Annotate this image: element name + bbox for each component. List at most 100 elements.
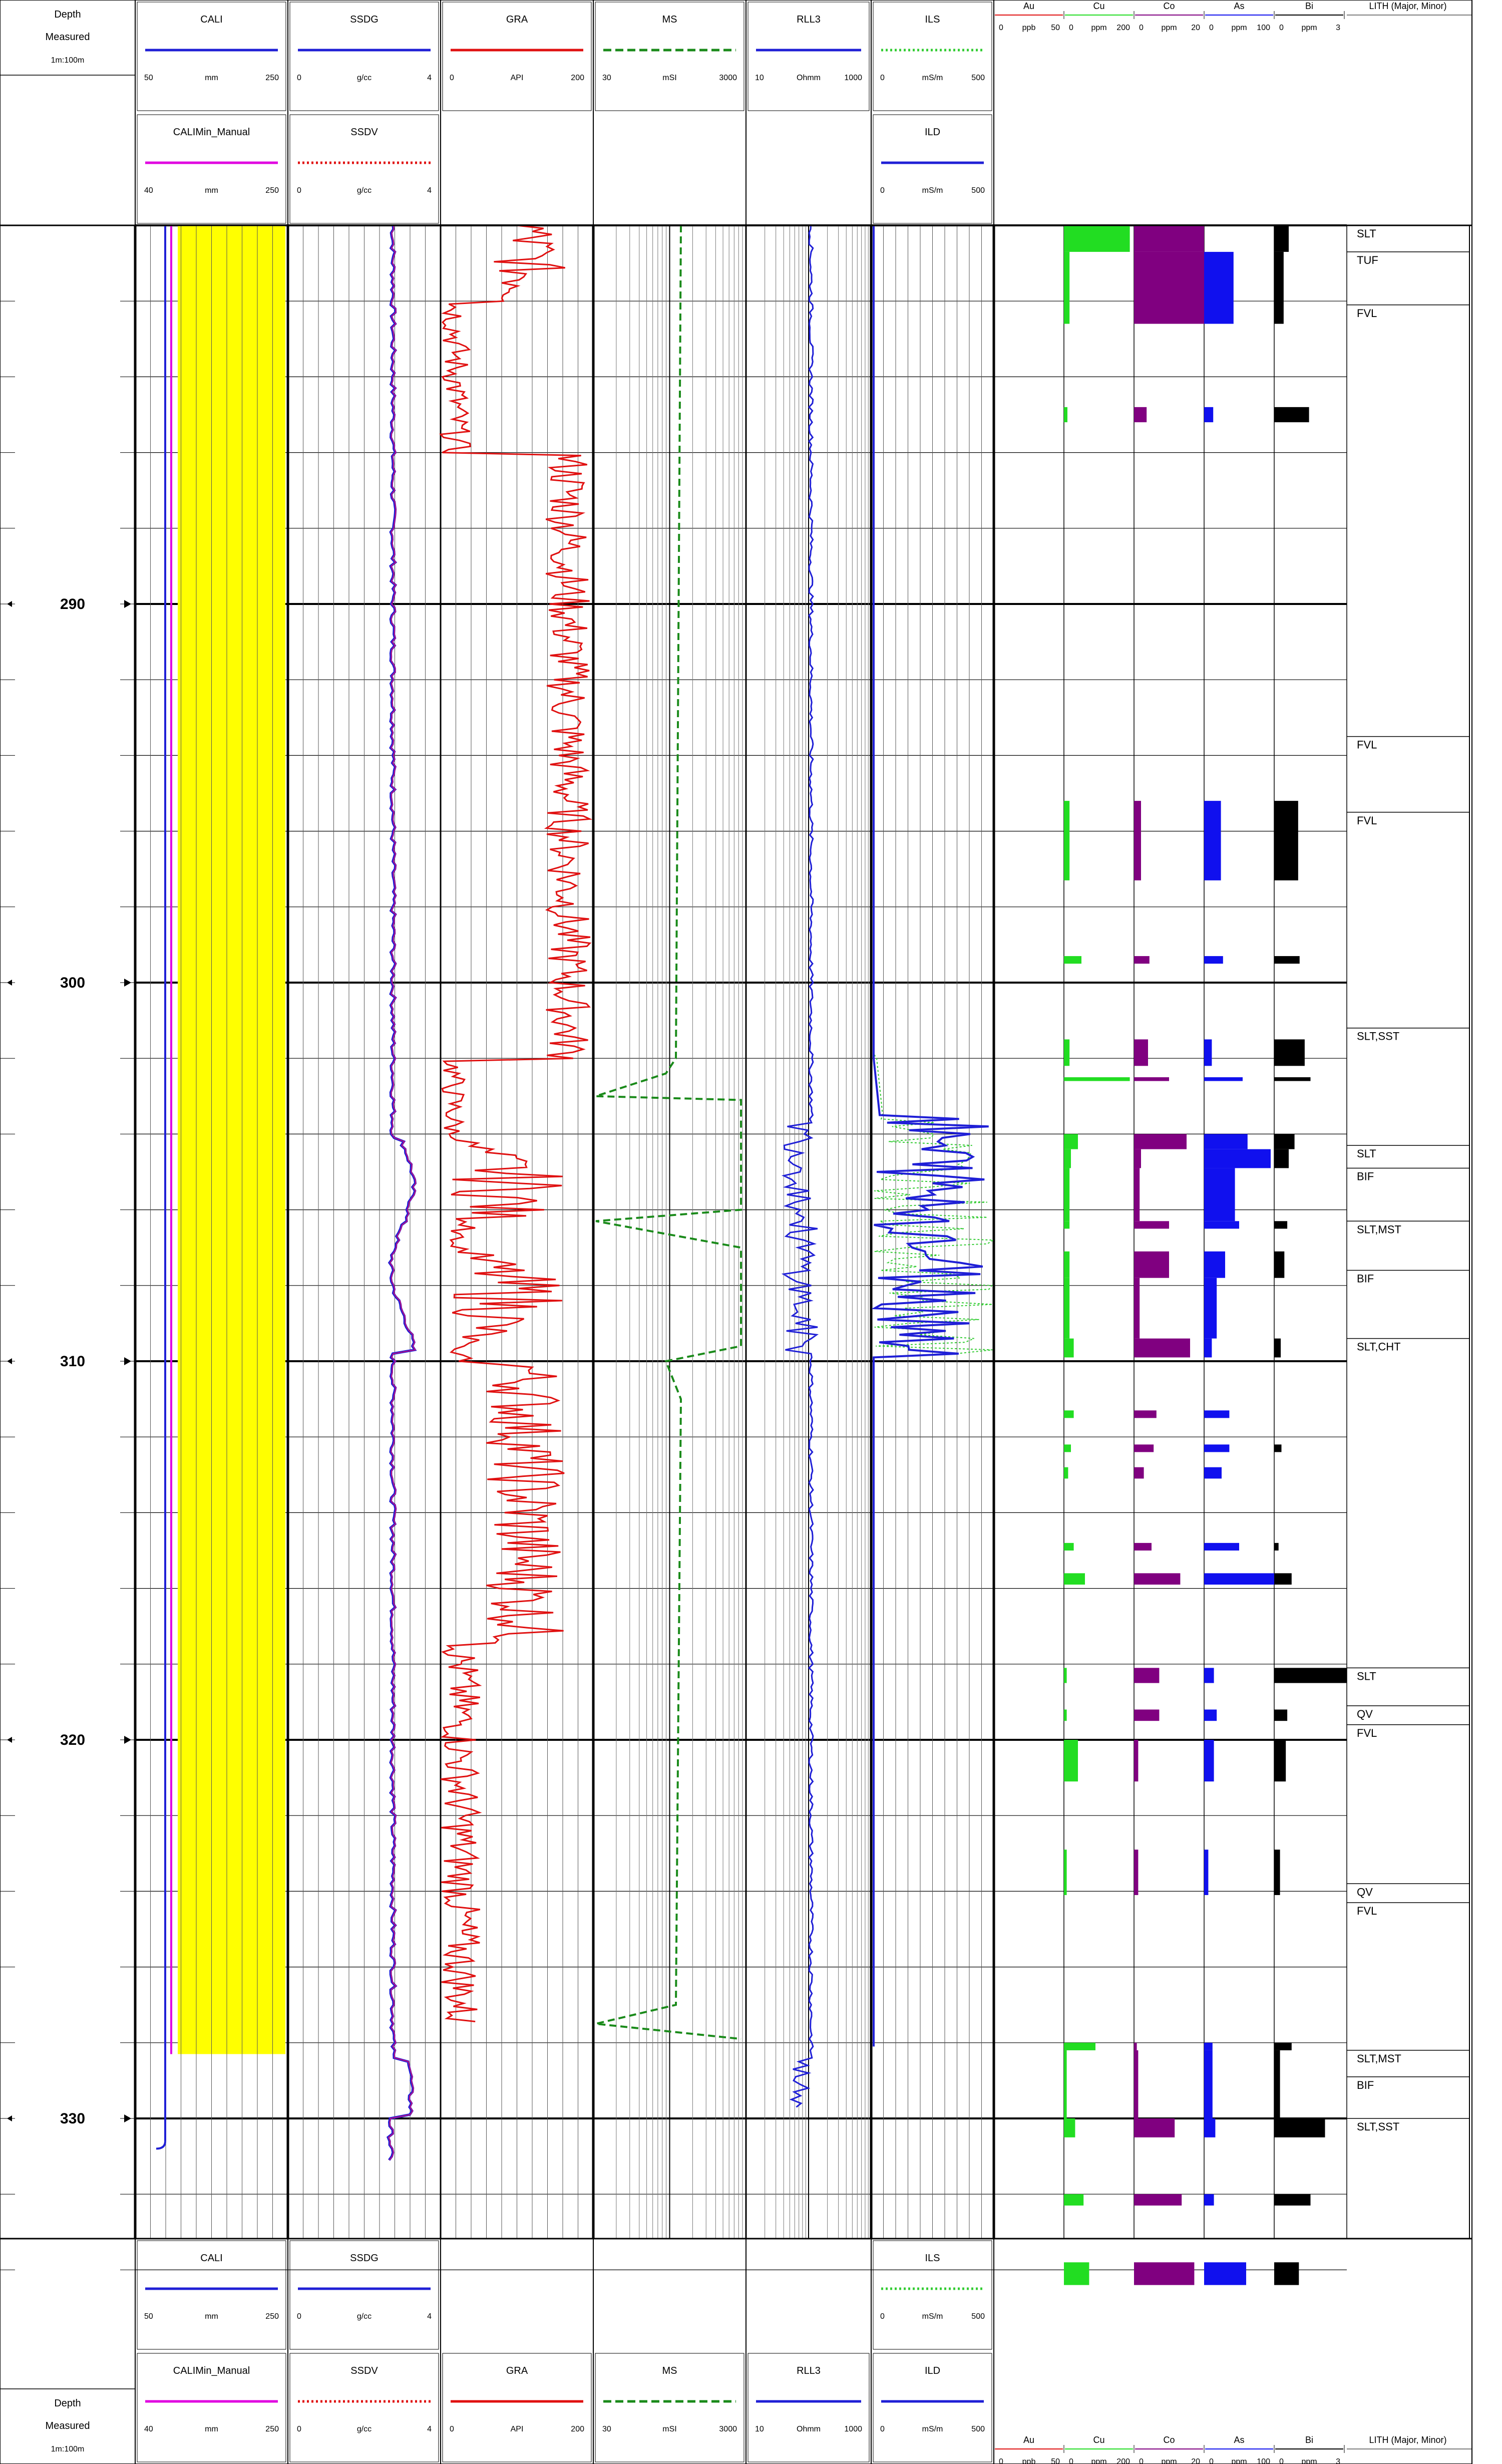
curve-max: 3000 (719, 74, 737, 82)
assay-bar-cu (1064, 2042, 1095, 2050)
assay-bar-cu (1064, 407, 1067, 423)
assay-max: 20 (1191, 2457, 1200, 2464)
curve-name: ILD (925, 127, 940, 138)
assay-bar-as (1204, 956, 1223, 964)
assay-bar-as (1204, 2050, 1213, 2118)
assay-min: 0 (999, 2457, 1003, 2464)
assay-bar-co (1134, 407, 1147, 423)
lith-label: TUF (1357, 254, 1378, 266)
assay-name: Au (1023, 1, 1034, 11)
curve-header-box (442, 2353, 592, 2462)
assay-bar-bi (1274, 2118, 1325, 2137)
curve-min: 0 (450, 74, 454, 82)
assay-bar-bi (1274, 956, 1300, 964)
assay-bar-cu (1064, 801, 1070, 880)
assay-max: 200 (1116, 24, 1130, 32)
assay-bar-as (1204, 1410, 1230, 1418)
depth-title: Depth (54, 9, 81, 20)
assay-bar-cu (1064, 1221, 1070, 1229)
curve-name: MS (662, 14, 677, 25)
assay-bar-as (1204, 1134, 1248, 1149)
assay-bar-cu (1064, 1543, 1074, 1551)
assay-bar-co (1134, 225, 1204, 252)
depth-column: 290 300 310 320 330 (0, 225, 135, 2270)
depth-marker-right (124, 1736, 131, 1744)
lith-title: LITH (Major, Minor) (1369, 2435, 1446, 2445)
curve-max: 250 (265, 2425, 279, 2433)
curve-header-box (595, 2, 744, 111)
assay-bar-bi (1274, 1077, 1311, 1081)
assay-bar-as (1204, 1077, 1243, 1081)
depth-header-box (0, 0, 136, 76)
assay-max: 20 (1191, 24, 1200, 32)
curve-header-box (747, 2353, 870, 2462)
assay-min: 0 (1279, 2457, 1284, 2464)
curve-max: 4 (427, 2425, 432, 2433)
assay-bar-cu (1064, 1740, 1078, 1782)
ms-curve (595, 225, 742, 2040)
lith-label: SLT (1357, 1147, 1376, 1160)
depth-marker-right (124, 2114, 131, 2122)
depth-sub: Measured (46, 2420, 90, 2431)
assay-bar-cu (1064, 2194, 1084, 2206)
curve-unit: mSI (662, 74, 676, 82)
assay-bar-as (1204, 1850, 1209, 1895)
assay-max: 50 (1051, 2457, 1060, 2464)
assay-bar-co (1134, 1077, 1169, 1081)
curve-unit: mm (205, 186, 218, 195)
depth-marker-right (124, 600, 131, 608)
assay-bar-bi (1274, 2194, 1311, 2206)
curve-unit: g/cc (357, 74, 371, 82)
assay-bar-bi (1274, 1668, 1347, 1683)
curve-min: 0 (297, 2425, 301, 2433)
depth-marker-left (7, 2115, 12, 2121)
assay-bar-bi (1274, 1338, 1281, 1358)
lith-label: SLT,CHT (1357, 1341, 1401, 1353)
curve-header-box (873, 2353, 992, 2462)
assay-name: Au (1023, 2435, 1034, 2445)
assay-bar-bi (1274, 2050, 1280, 2118)
curve-min: 0 (450, 2425, 454, 2433)
assay-bar-cu (1064, 1338, 1074, 1358)
assay-bar-cu (1064, 2262, 1089, 2285)
assay-bar-as (1204, 1278, 1217, 1339)
curve-min: 0 (880, 2425, 885, 2433)
assay-bar-cu (1064, 1134, 1078, 1149)
curve-header-box (873, 2, 992, 111)
assay-bar-co (1134, 1039, 1148, 1066)
curve-max: 500 (971, 2425, 985, 2433)
assay-bar-as (1204, 1543, 1239, 1551)
caliper-fill (178, 225, 285, 2054)
curve-max: 200 (571, 74, 584, 82)
assay-bar-bi (1274, 225, 1289, 252)
assay-bar-co (1134, 1278, 1140, 1339)
assay-bar-bi (1274, 1573, 1292, 1585)
assay-bar-co (1134, 956, 1150, 964)
assay-bar-as (1204, 1251, 1225, 1278)
assay-max: 100 (1257, 24, 1270, 32)
curve-min: 40 (144, 2425, 153, 2433)
assay-bar-bi (1274, 2262, 1299, 2285)
depth-marker-right (124, 979, 131, 987)
curve-unit: mS/m (922, 2425, 943, 2433)
assay-bar-bi (1274, 1134, 1295, 1149)
assay-bar-bi (1274, 1850, 1280, 1895)
curve-min: 30 (602, 74, 611, 82)
assay-bar-bi (1274, 407, 1309, 423)
assay-bar-cu (1064, 1149, 1071, 1168)
assay-bar-co (1134, 1134, 1187, 1149)
curve-name: MS (662, 2365, 677, 2376)
assay-bar-cu (1064, 1709, 1067, 1721)
lith-label: BIF (1357, 2079, 1374, 2091)
depth-label: 330 (60, 2110, 85, 2127)
assay-bar-as (1204, 1338, 1212, 1358)
assay-bar-co (1134, 1251, 1169, 1278)
curve-unit: mm (205, 2425, 218, 2433)
curve-max: 250 (265, 186, 279, 195)
lith-label: QV (1357, 1886, 1373, 1898)
curve-min: 0 (297, 186, 301, 195)
curve-max: 250 (265, 74, 279, 82)
assay-bar-bi (1274, 1444, 1282, 1452)
curve-header-box (873, 114, 992, 224)
assay-bar-bi (1274, 1149, 1289, 1168)
